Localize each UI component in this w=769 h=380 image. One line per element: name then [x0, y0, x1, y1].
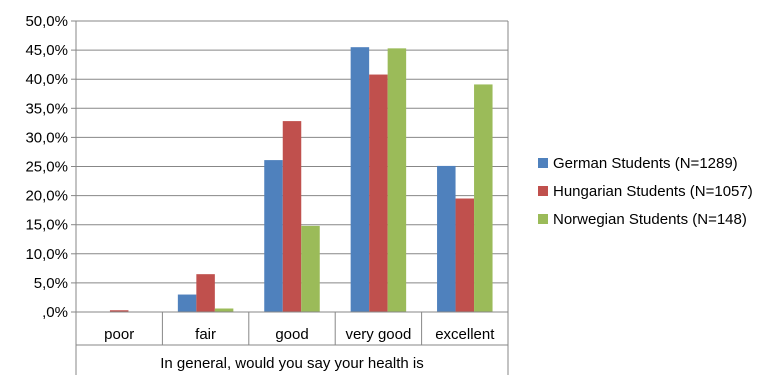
bar — [437, 165, 456, 312]
y-tick-labels: 50,0% 45,0% 40,0% 35,0% 30,0% 25,0% 20,0% 15,0%… — [25, 13, 68, 321]
legend-swatch — [538, 186, 548, 196]
legend-swatch — [538, 158, 548, 168]
bar — [455, 198, 475, 312]
bar — [301, 225, 320, 312]
bars — [109, 47, 493, 312]
y-tick-label: 5,0% — [34, 275, 68, 292]
x-tick-label: excellent — [435, 326, 495, 343]
x-tick-label: good — [275, 326, 308, 343]
legend-swatch — [538, 214, 548, 224]
legend-label: Hungarian Students (N=1057) — [553, 183, 753, 200]
bar — [177, 294, 197, 312]
bar — [282, 121, 302, 312]
y-tick-label: 30,0% — [25, 129, 68, 146]
y-tick-label: 40,0% — [25, 71, 68, 88]
x-tick-label: very good — [345, 326, 411, 343]
y-tick-label: 10,0% — [25, 246, 68, 263]
x-axis-title: In general, would you say your health is — [160, 355, 424, 372]
bar — [196, 274, 215, 312]
x-tick-label: poor — [104, 326, 134, 343]
y-tick-label: 25,0% — [25, 159, 68, 176]
x-tick-label: fair — [195, 326, 216, 343]
legend-label: German Students (N=1289) — [553, 155, 738, 172]
bar — [264, 160, 283, 312]
y-tick-label: 45,0% — [25, 42, 68, 59]
legend-label: Norwegian Students (N=148) — [553, 211, 747, 228]
y-tick-label: 20,0% — [25, 188, 68, 205]
legend: German Students (N=1289) Hungarian Studen… — [538, 155, 753, 228]
y-tick-label: ,0% — [42, 304, 68, 321]
bar — [369, 74, 388, 312]
bar — [214, 308, 234, 312]
bar — [350, 47, 370, 312]
axes — [71, 20, 509, 375]
y-tick-label: 15,0% — [25, 217, 68, 234]
y-tick-label: 35,0% — [25, 100, 68, 117]
bar — [109, 310, 129, 312]
bar — [387, 48, 407, 312]
bar — [474, 84, 493, 312]
x-tick-labels: poor fair good very good excellent — [104, 326, 495, 343]
y-tick-label: 50,0% — [25, 13, 68, 30]
